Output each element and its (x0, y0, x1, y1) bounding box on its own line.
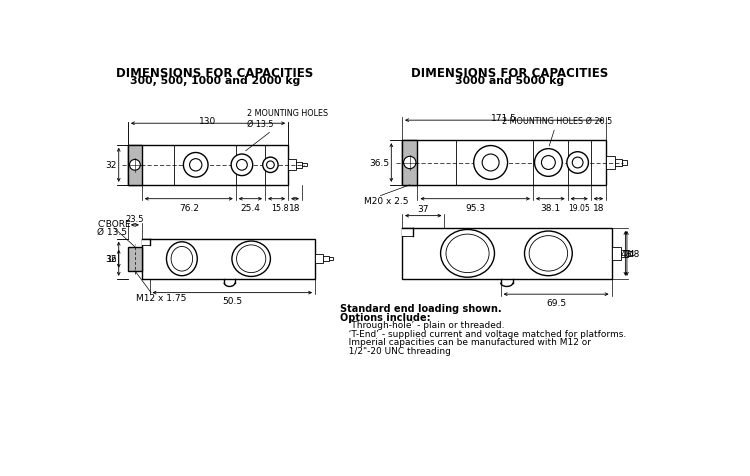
Bar (329, 258, 333, 261)
Circle shape (542, 156, 555, 170)
Text: 48: 48 (620, 249, 632, 258)
Text: 48: 48 (628, 249, 640, 258)
Text: 32: 32 (105, 255, 116, 264)
Bar (288, 160, 296, 171)
Bar (402, 141, 606, 186)
Text: 300, 500, 1000 and 2000 kg: 300, 500, 1000 and 2000 kg (130, 76, 300, 86)
Text: 23.5: 23.5 (126, 215, 144, 224)
Text: ‘Through-hole’ - plain or threaded.: ‘Through-hole’ - plain or threaded. (340, 321, 505, 330)
Text: ‘T-End’ - supplied current and voltage matched for platforms.: ‘T-End’ - supplied current and voltage m… (340, 329, 627, 338)
Text: 15.8: 15.8 (271, 203, 289, 212)
Text: 50.5: 50.5 (222, 297, 242, 306)
Circle shape (190, 159, 202, 172)
Text: 3000 and 5000 kg: 3000 and 5000 kg (455, 76, 565, 86)
Circle shape (231, 155, 253, 176)
Text: 18: 18 (290, 203, 301, 212)
Text: 16: 16 (106, 255, 116, 264)
Bar (621, 250, 628, 258)
Bar (315, 255, 322, 264)
Ellipse shape (524, 231, 572, 276)
Circle shape (404, 157, 416, 169)
Text: M12 x 1.75: M12 x 1.75 (136, 293, 186, 302)
Text: 25.4: 25.4 (241, 203, 260, 212)
Bar (296, 162, 302, 169)
Bar (402, 141, 418, 186)
Bar (402, 228, 412, 236)
Bar (622, 161, 627, 166)
Bar (606, 157, 615, 169)
Circle shape (474, 146, 508, 180)
Ellipse shape (232, 241, 271, 277)
Circle shape (184, 153, 208, 178)
Text: 95.3: 95.3 (465, 203, 485, 212)
Text: 38.1: 38.1 (540, 203, 560, 212)
Text: 37: 37 (418, 205, 429, 214)
Bar (128, 146, 142, 186)
Bar (302, 164, 307, 167)
Ellipse shape (236, 245, 266, 273)
Bar (128, 247, 142, 271)
Circle shape (535, 149, 562, 177)
Text: Standard end loading shown.: Standard end loading shown. (340, 304, 502, 314)
Ellipse shape (171, 247, 193, 271)
Text: 2 MOUNTING HOLES
Ø 13.5: 2 MOUNTING HOLES Ø 13.5 (246, 109, 328, 151)
Circle shape (262, 158, 278, 173)
Circle shape (567, 152, 589, 174)
Text: 32: 32 (105, 161, 116, 170)
Bar (142, 239, 149, 245)
Bar (611, 248, 621, 260)
Text: DIMENSIONS FOR CAPACITIES: DIMENSIONS FOR CAPACITIES (116, 67, 314, 80)
Text: Options include:: Options include: (340, 312, 431, 322)
Circle shape (482, 155, 499, 172)
Circle shape (572, 158, 583, 169)
Text: 171.5: 171.5 (491, 114, 517, 123)
Text: 69.5: 69.5 (546, 298, 566, 307)
Text: DIMENSIONS FOR CAPACITIES: DIMENSIONS FOR CAPACITIES (411, 67, 608, 80)
Text: Ø 13.5: Ø 13.5 (98, 227, 128, 236)
Text: 1/2"-20 UNC threading: 1/2"-20 UNC threading (340, 346, 452, 355)
Circle shape (236, 160, 248, 171)
Text: M20 x 2.5: M20 x 2.5 (364, 196, 408, 205)
Ellipse shape (440, 230, 494, 278)
Bar (615, 159, 622, 167)
Text: 2 MOUNTING HOLES Ø 20.5: 2 MOUNTING HOLES Ø 20.5 (503, 117, 613, 147)
Text: 19.05: 19.05 (568, 203, 590, 212)
Ellipse shape (446, 235, 489, 273)
Text: 130: 130 (200, 117, 217, 125)
Text: 36.5: 36.5 (369, 159, 389, 168)
Bar (402, 228, 611, 279)
Bar (142, 239, 315, 279)
Bar (322, 257, 329, 261)
Ellipse shape (166, 242, 197, 276)
Circle shape (130, 160, 140, 171)
Text: C'BORE: C'BORE (98, 219, 130, 228)
Circle shape (266, 162, 274, 169)
Bar (628, 251, 632, 256)
Text: 18: 18 (592, 203, 604, 212)
Bar (128, 146, 288, 186)
Text: Imperial capacities can be manufactured with M12 or: Imperial capacities can be manufactured … (340, 337, 592, 347)
Ellipse shape (530, 236, 568, 271)
Text: 76.2: 76.2 (178, 203, 199, 212)
